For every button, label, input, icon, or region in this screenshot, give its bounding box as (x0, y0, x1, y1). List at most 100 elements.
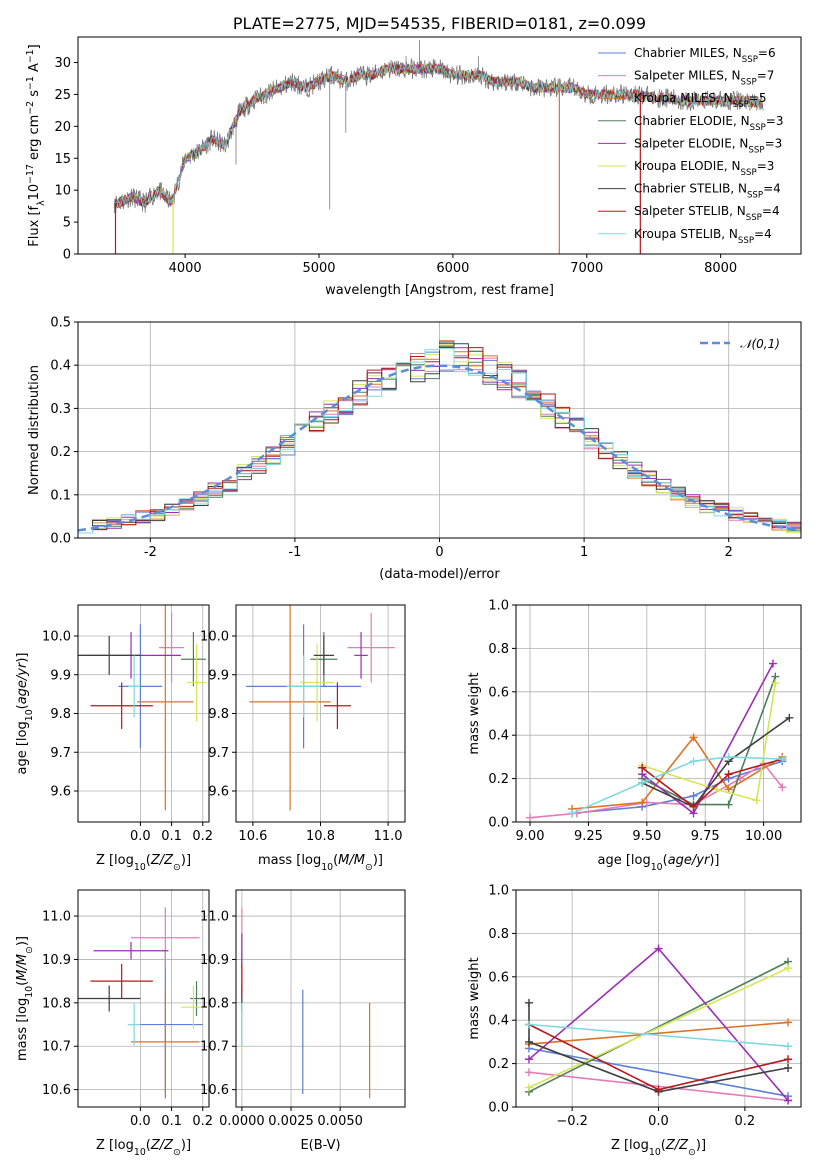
y-tick-label: 9.8 (50, 707, 71, 722)
chart-title: PLATE=2775, MJD=54535, FIBERID=0181, z=0… (233, 14, 646, 33)
observed-spectrum (113, 57, 764, 214)
weight-marker (524, 1083, 533, 1092)
y-axis-label: mass weight (467, 957, 482, 1039)
mass-weight-vs-Z-axes: −0.2 0.0 0.2 0.0 0.2 0.4 0.6 0.8 1.0 (488, 884, 801, 1129)
y-tick-label: 10.6 (200, 1083, 229, 1098)
x-axis-label: (data-model)/error (379, 567, 500, 582)
y-tick-label: 0 (63, 248, 71, 263)
x-tick-label: 0.2 (735, 1114, 756, 1129)
y-tick-label: 9.9 (50, 668, 71, 683)
spectrum-frame (77, 36, 802, 255)
x-tick-label: 0.2 (192, 829, 213, 844)
weight-marker (784, 1096, 793, 1105)
age-vs-mass-points (246, 605, 395, 811)
x-tick-label: 10.00 (745, 829, 782, 844)
legend-label: Chabrier ELODIE, NSSP=3 (634, 114, 783, 133)
mass-weight-vs-age-axes: 9.00 9.25 9.50 9.75 10.00 0.0 0.2 0.4 0.6 0.8 1.0 (488, 599, 801, 844)
weight-marker (638, 798, 647, 807)
y-tick-label: 11.0 (42, 910, 71, 925)
y-tick-label: 0.2 (50, 445, 71, 460)
weight-marker (784, 1063, 793, 1072)
weight-marker (689, 733, 698, 742)
spectrum-lines (113, 40, 764, 254)
weight-marker (784, 1018, 793, 1027)
y-tick-label: 9.6 (50, 785, 71, 800)
x-axis-label: Z [log10(Z/Z⊙)] (611, 1138, 706, 1158)
weight-marker (524, 998, 533, 1007)
x-tick-label: 9.50 (632, 829, 661, 844)
y-axis-label: Normed distribution (27, 365, 42, 495)
y-tick-label: 0.8 (488, 642, 509, 657)
mass-vs-Z-frame (77, 889, 210, 1108)
x-tick-label: 5000 (302, 261, 335, 276)
model-fit-line (113, 63, 763, 209)
y-tick-label: 1.0 (488, 599, 509, 614)
y-axis-label: mass [log10(M/M⊙)] (15, 936, 35, 1061)
y-tick-label: 0.0 (488, 816, 509, 831)
x-tick-label: 9.00 (516, 829, 545, 844)
weight-marker (654, 1085, 663, 1094)
legend-label: Chabrier MILES, NSSP=6 (634, 46, 776, 65)
weight-marker (724, 770, 733, 779)
mass-vs-EBV-points (241, 907, 371, 1099)
mass-weight-vs-age-lines (526, 659, 794, 822)
weight-marker (568, 809, 577, 818)
y-tick-label: 9.8 (208, 707, 229, 722)
x-tick-label: 0.0 (130, 829, 151, 844)
weight-line (571, 756, 783, 815)
x-tick-label: 10.8 (306, 829, 335, 844)
y-tick-label: 25 (54, 88, 71, 103)
weight-marker (752, 796, 761, 805)
weight-marker (689, 802, 698, 811)
weight-marker (689, 757, 698, 766)
x-tick-label: 7000 (570, 261, 603, 276)
age-vs-mass-frame (235, 604, 406, 823)
x-axis-label: Z [log10(Z/Z⊙)] (96, 853, 191, 873)
legend-label: Salpeter MILES, NSSP=7 (634, 69, 774, 88)
y-tick-label: 0.6 (488, 685, 509, 700)
weight-marker (654, 944, 663, 953)
y-tick-label: 10.0 (42, 630, 71, 645)
y-tick-label: 0.6 (488, 970, 509, 985)
y-tick-label: 5 (63, 216, 71, 231)
x-tick-label: 9.25 (574, 829, 603, 844)
x-tick-label: 4000 (169, 261, 202, 276)
x-axis-label: age [log10(age/yr)] (597, 853, 719, 873)
y-tick-label: 9.7 (208, 746, 229, 761)
y-axis-label: age [log10(age/yr)] (15, 652, 35, 774)
weight-line (528, 960, 789, 1093)
weight-marker (638, 763, 647, 772)
y-tick-label: 0.1 (50, 488, 71, 503)
y-tick-label: 0.2 (488, 772, 509, 787)
y-tick-label: 11.0 (200, 910, 229, 925)
y-tick-label: 1.0 (488, 884, 509, 899)
x-axis-label: mass [log10(M/M⊙)] (258, 853, 383, 873)
x-tick-label: −0.2 (556, 1114, 588, 1129)
legend-label: Chabrier STELIB, NSSP=4 (634, 182, 781, 201)
x-tick-label: 0.1 (161, 1114, 182, 1129)
legend-label: Salpeter STELIB, NSSP=4 (634, 204, 780, 223)
y-tick-label: 15 (54, 152, 71, 167)
y-tick-label: 0.4 (488, 729, 509, 744)
y-tick-label: 0.0 (488, 1101, 509, 1116)
y-axis-label: mass weight (467, 672, 482, 754)
y-tick-label: 0.4 (50, 359, 71, 374)
y-tick-label: 0.4 (488, 1014, 509, 1029)
residual-histogram-frame (77, 321, 802, 539)
y-tick-label: 9.6 (208, 785, 229, 800)
weight-line (529, 762, 783, 819)
legend-label: Kroupa STELIB, NSSP=4 (634, 227, 772, 246)
x-tick-label: -1 (288, 545, 301, 560)
x-tick-label: 0.0 (648, 1114, 669, 1129)
y-tick-label: 10.7 (200, 1040, 229, 1055)
mass-vs-Z-points (78, 907, 206, 1099)
x-tick-label: 0.0050 (317, 1114, 363, 1129)
weight-line (641, 758, 783, 808)
x-tick-label: 0.0025 (268, 1114, 314, 1129)
age-vs-mass-axes: 10.6 10.8 11.0 9.6 9.7 9.8 9.9 10.0 (200, 605, 405, 844)
weight-line (641, 682, 777, 802)
weight-marker (778, 783, 787, 792)
x-tick-label: 6000 (436, 261, 469, 276)
x-axis-label: Z [log10(Z/Z⊙)] (96, 1138, 191, 1158)
y-tick-label: 20 (54, 120, 71, 135)
